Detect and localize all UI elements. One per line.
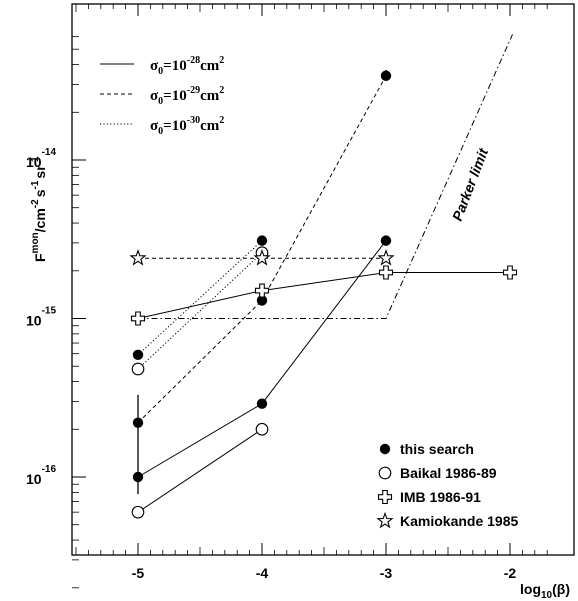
marker-this-search (132, 471, 144, 483)
marker-this-search (379, 443, 391, 455)
marker-baikal (378, 466, 392, 480)
marker-this-search (380, 235, 392, 246)
legend-layer: σ0=10-28cm2 σ0=10-29cm2 σ0=10-30cm2 this se… (100, 55, 518, 529)
marker-this-search (132, 349, 144, 361)
marker-this-search (256, 235, 268, 246)
x-tick-label: -2 (504, 565, 517, 581)
series-line-solid (137, 272, 510, 319)
parker-limit-label: Parker limit (449, 145, 492, 223)
axes-layer: -5 -4 -3 -2 10-16 10-15 10-14 log10(β) Fmon/cm-2… (26, 4, 570, 601)
marker-kamiokande (253, 249, 271, 266)
legend-experiment-label: Kamiokande 1985 (400, 513, 518, 529)
experiments-legend: this search Baikal 1986-89 IMB 1986-91 Kami… (376, 441, 518, 529)
marker-kamiokande (129, 249, 147, 266)
series-line-dotted (137, 240, 263, 356)
marker-this-search (380, 70, 392, 81)
marker-imb (377, 489, 393, 505)
series-line-solid (137, 240, 387, 478)
marker-this-search (256, 398, 268, 409)
y-tick-label: 10-16 (26, 464, 56, 487)
marker-this-search (256, 295, 268, 306)
plot-frame (71, 3, 575, 556)
marker-imb (130, 311, 146, 326)
legend-cross-section-label: σ0=10-30cm2 (150, 115, 224, 137)
marker-baikal (131, 362, 145, 376)
marker-this-search (132, 417, 144, 428)
x-axis-title: log10(β) (520, 581, 570, 601)
parker-limit-line (138, 34, 513, 319)
series-line-solid (137, 428, 263, 513)
x-tick-label: -4 (256, 565, 269, 581)
series-line-dotted (137, 252, 263, 370)
legend-cross-section-label: σ0=10-28cm2 (150, 55, 224, 77)
marker-baikal (255, 422, 269, 436)
marker-kamiokande (376, 511, 394, 529)
y-axis-title: Fmon/cm-2s-1sr-1 (30, 156, 48, 262)
marker-imb (254, 283, 270, 298)
series-line-dashed (137, 75, 387, 424)
y-tick-label: 10-15 (26, 306, 56, 329)
x-tick-label: -3 (380, 565, 393, 581)
x-tick-label: -5 (132, 565, 145, 581)
y-tick-label: 10-14 (26, 147, 56, 170)
cross-section-legend: σ0=10-28cm2 σ0=10-29cm2 σ0=10-30cm2 (100, 55, 224, 137)
marker-kamiokande (377, 249, 395, 266)
marker-baikal (131, 505, 145, 519)
legend-experiment-label: this search (400, 441, 474, 457)
legend-experiment-label: IMB 1986-91 (400, 489, 481, 505)
marker-imb (378, 265, 394, 280)
legend-cross-section-label: σ0=10-29cm2 (150, 85, 224, 107)
legend-experiment-label: Baikal 1986-89 (400, 465, 497, 481)
marker-imb (502, 265, 518, 280)
